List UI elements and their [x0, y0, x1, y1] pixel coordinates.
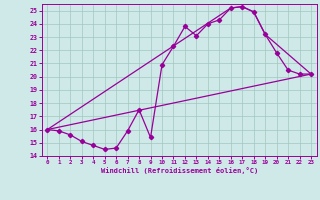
X-axis label: Windchill (Refroidissement éolien,°C): Windchill (Refroidissement éolien,°C): [100, 167, 258, 174]
